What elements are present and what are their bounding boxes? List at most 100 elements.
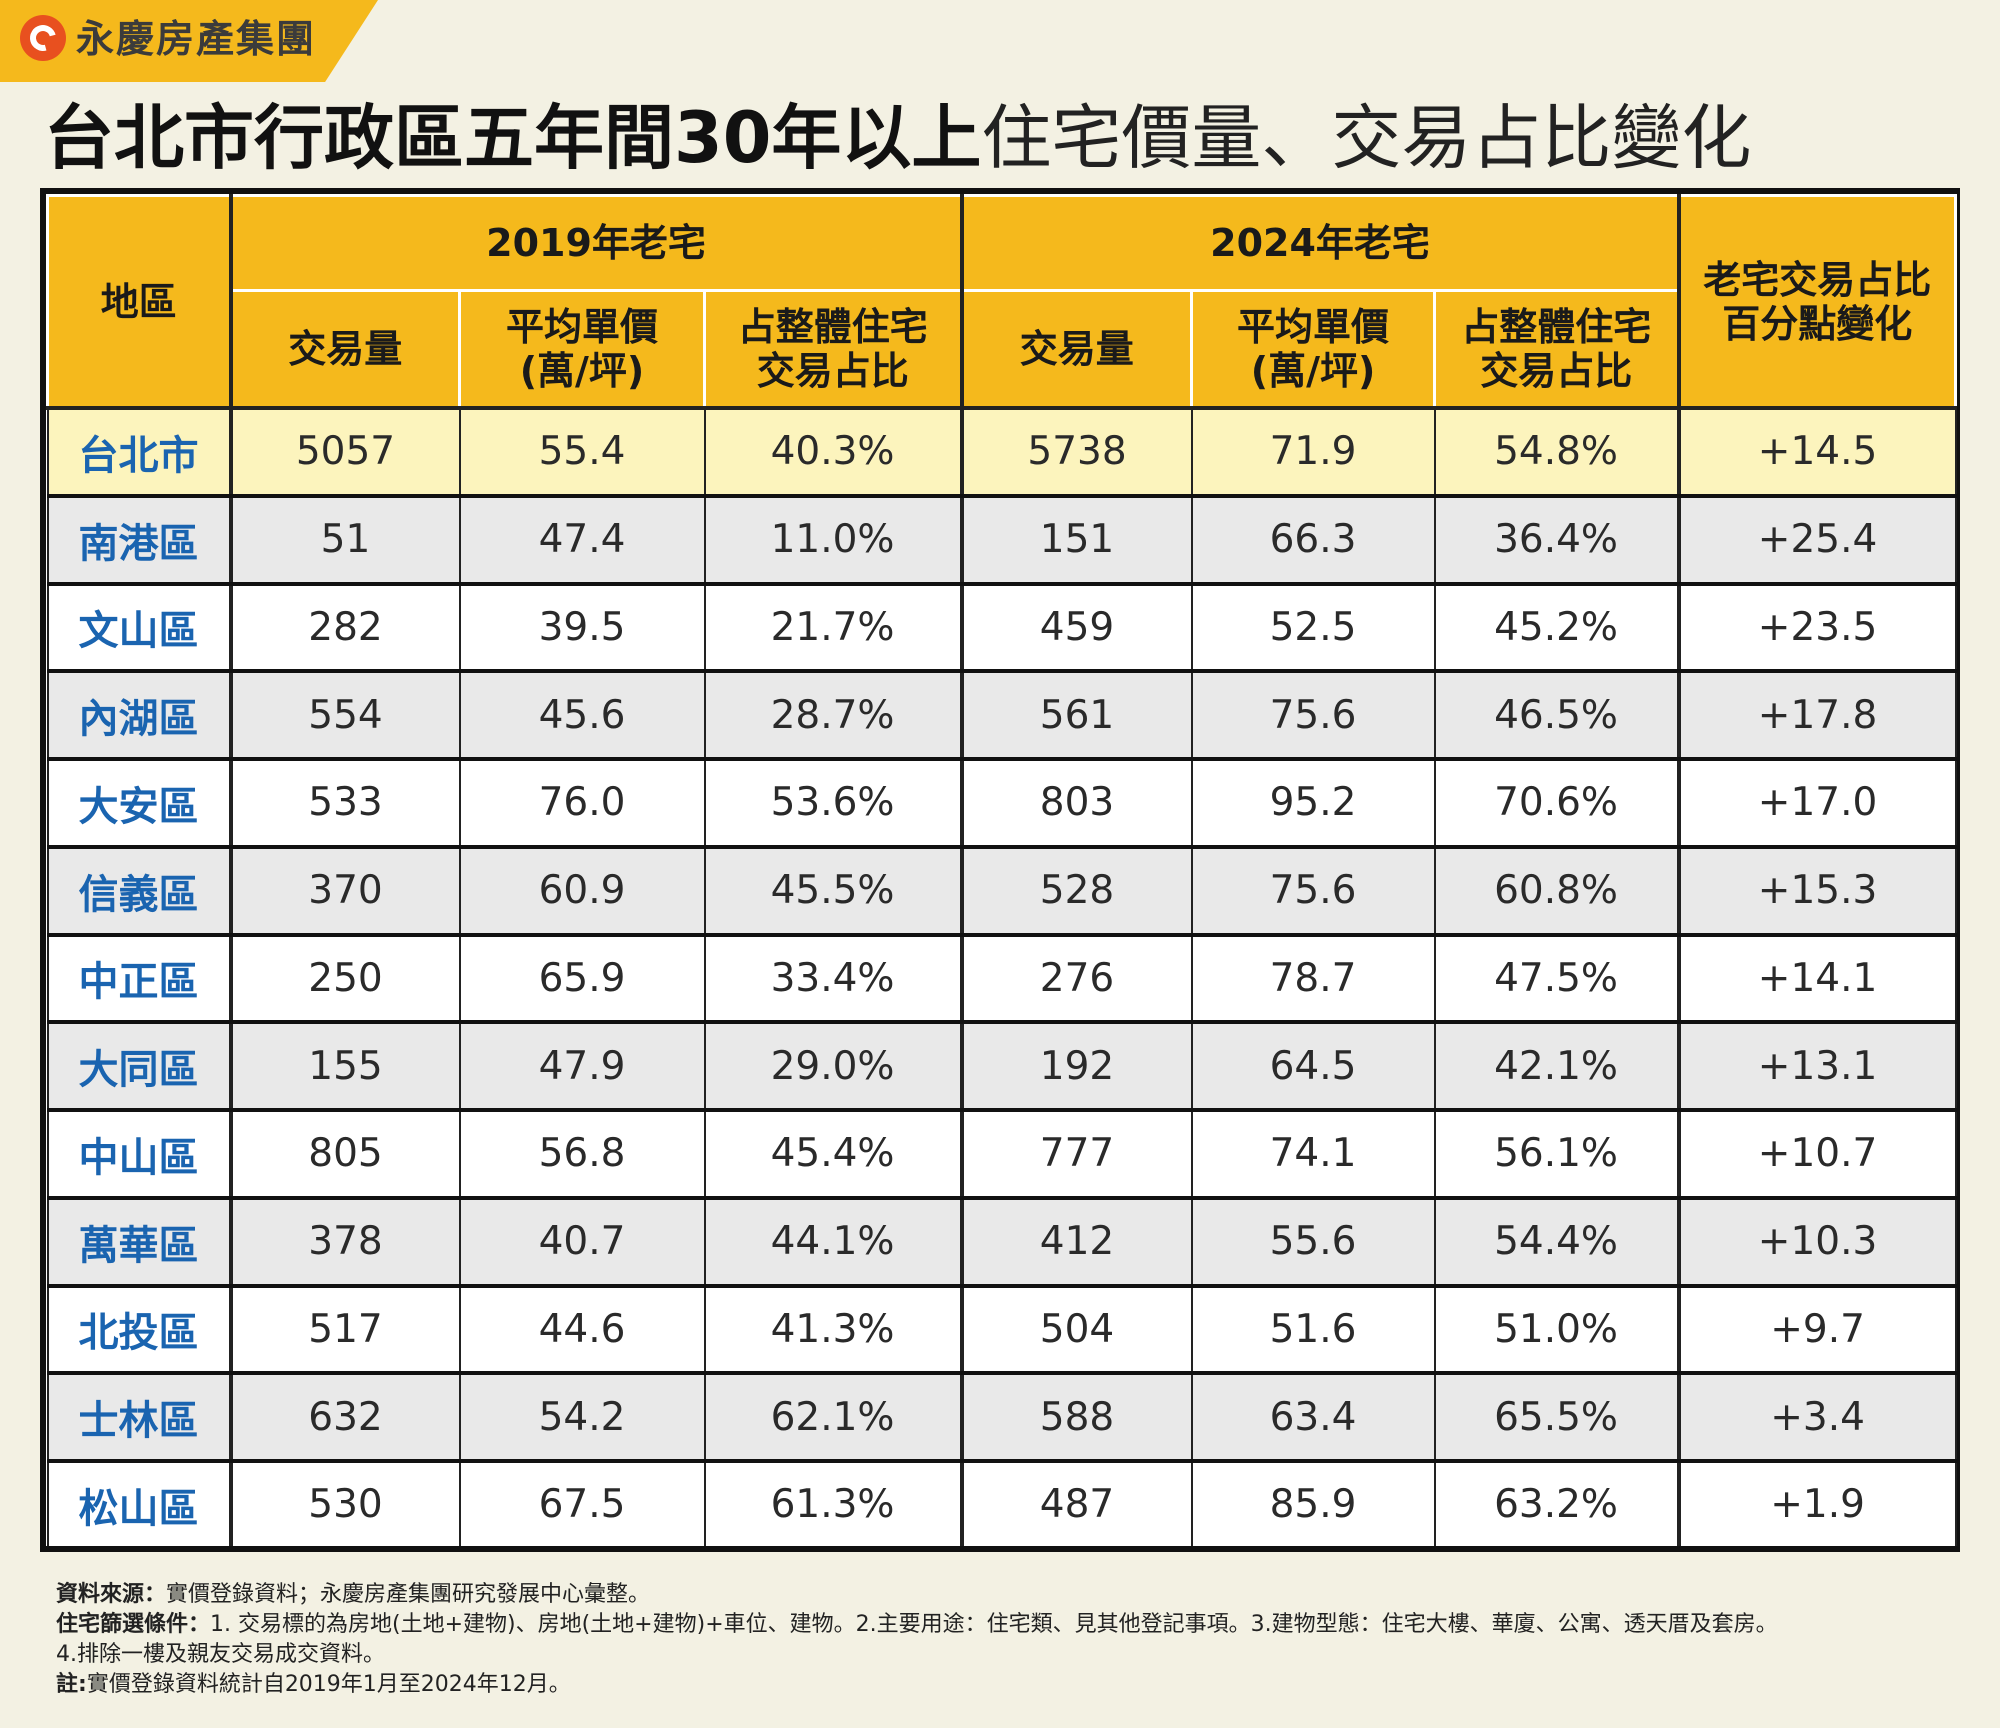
- share-2019-cell: 53.6%: [703, 759, 964, 849]
- volume-2024-cell: 504: [960, 1285, 1193, 1376]
- share-2019-cell: 44.1%: [703, 1197, 964, 1288]
- share-2019-cell: 33.4%: [703, 934, 964, 1025]
- volume-2019-cell: 632: [229, 1373, 461, 1463]
- header-region: 地區: [46, 194, 233, 410]
- volume-2024-cell: 803: [960, 759, 1193, 849]
- price-2019-cell: 47.4: [458, 495, 706, 586]
- data-table: 地區 2019年老宅 2024年老宅 老宅交易占比 百分點變化 交易量 平均單價(…: [46, 194, 1958, 1546]
- volume-2019-cell: 554: [229, 671, 461, 761]
- volume-2024-cell: 412: [960, 1197, 1193, 1288]
- volume-2019-cell: 51: [229, 495, 461, 586]
- volume-2024-cell: 151: [960, 495, 1193, 586]
- price-2024-cell: 95.2: [1190, 759, 1436, 849]
- header-group-2024: 2024年老宅: [960, 194, 1681, 292]
- page-title: 台北市行政區五年間30年以上住宅價量、交易占比變化: [44, 96, 1751, 180]
- volume-2019-cell: 250: [229, 934, 461, 1025]
- note-period: 註:實價登錄資料統計自2019年1月至2024年12月。: [56, 1672, 571, 1697]
- table-row: 萬華區 378 40.7 44.1% 412 55.6 54.4% +10.3: [46, 1197, 1957, 1288]
- volume-2024-cell: 459: [960, 583, 1193, 674]
- title-light-part: 住宅價量、交易占比變化: [981, 97, 1752, 179]
- volume-2019-cell: 370: [229, 846, 461, 937]
- region-cell: 北投區: [46, 1285, 233, 1376]
- volume-2024-cell: 777: [960, 1110, 1193, 1200]
- footnotes: 資料來源：實價登錄資料；永慶房產集團研究發展中心彙整。 住宅篩選條件：1. 交易…: [56, 1580, 1966, 1700]
- price-2024-cell: 74.1: [1190, 1110, 1436, 1200]
- region-cell: 大同區: [46, 1022, 233, 1112]
- share-2024-cell: 70.6%: [1433, 759, 1681, 849]
- region-cell: 文山區: [46, 583, 233, 674]
- region-cell: 內湖區: [46, 671, 233, 761]
- volume-2019-cell: 533: [229, 759, 461, 849]
- volume-2024-cell: 528: [960, 846, 1193, 937]
- price-2019-cell: 55.4: [458, 408, 706, 498]
- volume-2019-cell: 805: [229, 1110, 461, 1200]
- change-cell: +14.1: [1677, 934, 1957, 1025]
- price-2024-cell: 66.3: [1190, 495, 1436, 586]
- header-volume-2024: 交易量: [960, 289, 1194, 410]
- region-cell: 台北市: [46, 408, 233, 498]
- change-cell: +23.5: [1677, 583, 1957, 674]
- change-cell: +13.1: [1677, 1022, 1957, 1112]
- volume-2019-cell: 5057: [229, 408, 461, 498]
- price-2024-cell: 64.5: [1190, 1022, 1436, 1112]
- volume-2024-cell: 588: [960, 1373, 1193, 1463]
- share-2019-cell: 62.1%: [703, 1373, 964, 1463]
- volume-2019-cell: 282: [229, 583, 461, 674]
- table-row: 文山區 282 39.5 21.7% 459 52.5 45.2% +23.5: [46, 583, 1957, 674]
- share-2019-cell: 45.4%: [703, 1110, 964, 1200]
- region-cell: 大安區: [46, 759, 233, 849]
- data-table-frame: 地區 2019年老宅 2024年老宅 老宅交易占比 百分點變化 交易量 平均單價(…: [40, 188, 1960, 1552]
- table-row: 北投區 517 44.6 41.3% 504 51.6 51.0% +9.7: [46, 1285, 1957, 1376]
- change-cell: +25.4: [1677, 495, 1957, 586]
- share-2024-cell: 46.5%: [1433, 671, 1681, 761]
- price-2024-cell: 78.7: [1190, 934, 1436, 1025]
- share-2024-cell: 54.8%: [1433, 408, 1681, 498]
- note-source: 資料來源：實價登錄資料；永慶房產集團研究發展中心彙整。: [56, 1582, 651, 1607]
- price-2019-cell: 67.5: [458, 1461, 706, 1546]
- price-2024-cell: 51.6: [1190, 1285, 1436, 1376]
- header-change: 老宅交易占比 百分點變化: [1677, 194, 1958, 410]
- table-row: 大安區 533 76.0 53.6% 803 95.2 70.6% +17.0: [46, 759, 1957, 849]
- table-row: 士林區 632 54.2 62.1% 588 63.4 65.5% +3.4: [46, 1373, 1957, 1463]
- share-2019-cell: 21.7%: [703, 583, 964, 674]
- share-2024-cell: 65.5%: [1433, 1373, 1681, 1463]
- price-2019-cell: 47.9: [458, 1022, 706, 1112]
- change-cell: +14.5: [1677, 408, 1957, 498]
- table-row: 南港區 51 47.4 11.0% 151 66.3 36.4% +25.4: [46, 495, 1957, 586]
- brand-logo-icon: [20, 15, 66, 61]
- price-2024-cell: 52.5: [1190, 583, 1436, 674]
- price-2024-cell: 55.6: [1190, 1197, 1436, 1288]
- region-cell: 信義區: [46, 846, 233, 937]
- table-row: 台北市 5057 55.4 40.3% 5738 71.9 54.8% +14.5: [46, 408, 1957, 498]
- header-group-2019: 2019年老宅: [228, 194, 964, 292]
- title-bold-part: 台北市行政區五年間30年以上: [44, 97, 982, 179]
- share-2024-cell: 36.4%: [1433, 495, 1681, 586]
- price-2024-cell: 63.4: [1190, 1373, 1436, 1463]
- header-volume-2019: 交易量: [229, 289, 461, 410]
- change-cell: +9.7: [1677, 1285, 1957, 1376]
- share-2024-cell: 56.1%: [1433, 1110, 1681, 1200]
- volume-2019-cell: 378: [229, 1197, 461, 1288]
- share-2019-cell: 45.5%: [703, 846, 964, 937]
- volume-2019-cell: 530: [229, 1461, 461, 1546]
- change-cell: +10.7: [1677, 1110, 1957, 1200]
- price-2019-cell: 60.9: [458, 846, 706, 937]
- volume-2024-cell: 192: [960, 1022, 1193, 1112]
- price-2024-cell: 75.6: [1190, 671, 1436, 761]
- header-price-2019: 平均單價 (萬/坪): [458, 289, 706, 410]
- table-row: 中正區 250 65.9 33.4% 276 78.7 47.5% +14.1: [46, 934, 1957, 1025]
- table-body: 台北市 5057 55.4 40.3% 5738 71.9 54.8% +14.5 南港區 51 4…: [46, 408, 1957, 1546]
- share-2024-cell: 63.2%: [1433, 1461, 1681, 1546]
- header-price-2024: 平均單價 (萬/坪): [1190, 289, 1437, 410]
- volume-2024-cell: 487: [960, 1461, 1193, 1546]
- volume-2019-cell: 517: [229, 1285, 461, 1376]
- header-share-2019: 占整體住宅 交易占比: [702, 289, 964, 410]
- volume-2024-cell: 561: [960, 671, 1193, 761]
- region-cell: 中山區: [46, 1110, 233, 1200]
- region-cell: 中正區: [46, 934, 233, 1025]
- change-cell: +10.3: [1677, 1197, 1957, 1288]
- share-2019-cell: 29.0%: [703, 1022, 964, 1112]
- share-2024-cell: 47.5%: [1433, 934, 1681, 1025]
- share-2019-cell: 61.3%: [703, 1461, 964, 1546]
- price-2019-cell: 45.6: [458, 671, 706, 761]
